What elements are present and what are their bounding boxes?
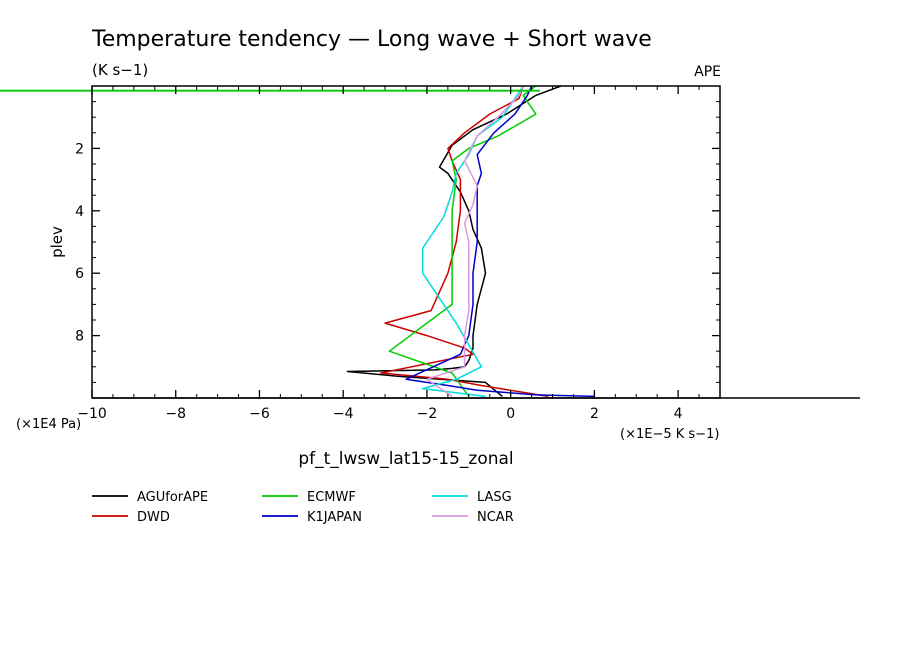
x-axis-label: pf_t_lwsw_lat15-15_zonal bbox=[298, 449, 513, 469]
y-tick-label: 2 bbox=[75, 141, 84, 157]
x-tick-label: −6 bbox=[249, 406, 270, 422]
x-tick-label: 4 bbox=[674, 406, 683, 422]
series-line-ncar bbox=[426, 85, 524, 398]
x-tick-label: −2 bbox=[417, 406, 438, 422]
legend-label-lasg: LASG bbox=[477, 490, 512, 505]
x-tick-label: 2 bbox=[590, 406, 599, 422]
y-tick-label: 6 bbox=[75, 266, 84, 282]
chart-title: Temperature tendency — Long wave + Short… bbox=[91, 27, 652, 52]
y-tick-label: 8 bbox=[75, 329, 84, 345]
y-unit-label: (×1E4 Pa) bbox=[16, 417, 81, 432]
x-tick-label: 0 bbox=[506, 406, 515, 422]
legend: AGUforAPE DWD ECMWF K1JAPAN LASG NCAR bbox=[92, 490, 514, 525]
y-axis-label: plev bbox=[48, 226, 66, 258]
x-unit-label: (×1E−5 K s−1) bbox=[620, 427, 719, 442]
plot-frame bbox=[91, 85, 721, 399]
legend-label-ecmwf: ECMWF bbox=[307, 490, 356, 505]
legend-label-aguforape: AGUforAPE bbox=[137, 490, 208, 505]
series-line-lasg bbox=[421, 85, 524, 398]
x-tick-label: −8 bbox=[165, 406, 186, 422]
x-tick-label: −10 bbox=[77, 406, 107, 422]
series-line-aguforape bbox=[346, 85, 562, 397]
x-tick-label: −4 bbox=[333, 406, 354, 422]
corner-label: APE bbox=[694, 64, 721, 80]
legend-label-ncar: NCAR bbox=[477, 510, 514, 525]
legend-label-dwd: DWD bbox=[137, 510, 170, 525]
legend-label-k1japan: K1JAPAN bbox=[307, 510, 362, 525]
y-tick-label: 4 bbox=[75, 204, 84, 220]
chart-subtitle: (K s−1) bbox=[92, 61, 148, 79]
series-line-k1japan bbox=[405, 85, 595, 398]
series-line-dwd bbox=[380, 85, 549, 398]
series-line-ecmwf bbox=[388, 85, 537, 397]
